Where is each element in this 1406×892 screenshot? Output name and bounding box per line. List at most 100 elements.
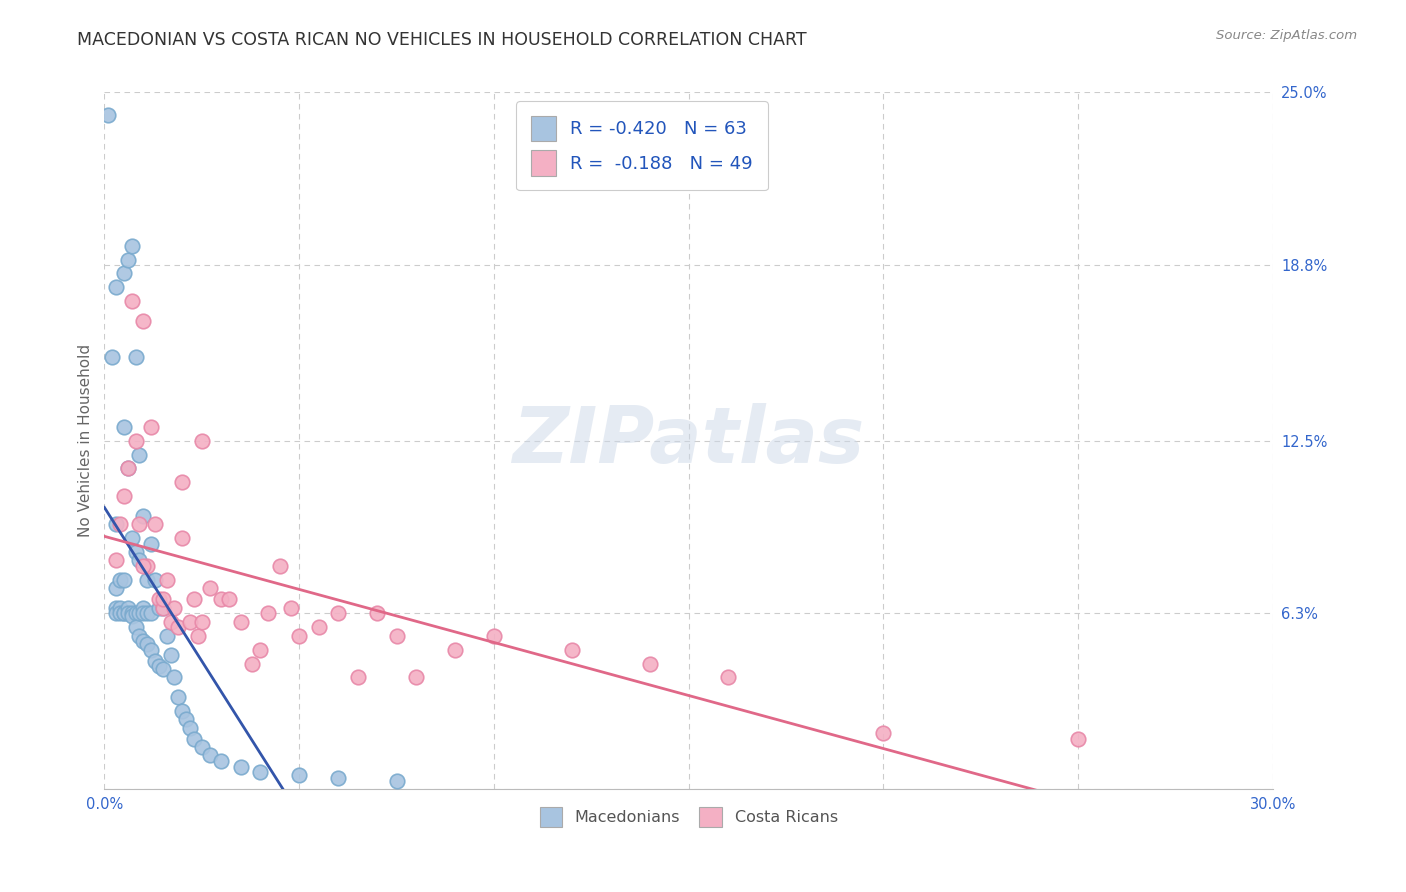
Point xyxy=(308,620,330,634)
Point xyxy=(124,620,146,634)
Point xyxy=(198,582,221,596)
Point xyxy=(108,517,131,532)
Point xyxy=(112,573,135,587)
Point xyxy=(139,537,162,551)
Point xyxy=(132,600,155,615)
Point xyxy=(121,607,143,621)
Point xyxy=(124,434,146,448)
Point xyxy=(105,280,128,294)
Point xyxy=(117,461,139,475)
Point xyxy=(136,607,159,621)
Point xyxy=(148,659,170,673)
Point xyxy=(242,657,264,671)
Point xyxy=(190,615,212,629)
Point xyxy=(163,670,186,684)
Point xyxy=(143,573,166,587)
Point xyxy=(229,615,252,629)
Point xyxy=(124,607,146,621)
Point xyxy=(148,600,170,615)
Point xyxy=(249,765,271,780)
Point xyxy=(132,508,155,523)
Point xyxy=(172,704,194,718)
Point xyxy=(132,314,155,328)
Point xyxy=(385,773,408,788)
Point xyxy=(121,238,143,252)
Point xyxy=(638,657,661,671)
Point xyxy=(136,559,159,574)
Point xyxy=(1067,731,1090,746)
Point xyxy=(280,600,302,615)
Point xyxy=(124,350,146,364)
Point xyxy=(117,607,139,621)
Point xyxy=(128,607,150,621)
Point xyxy=(152,600,174,615)
Point xyxy=(152,662,174,676)
Point xyxy=(117,461,139,475)
Point xyxy=(269,559,291,574)
Point xyxy=(124,545,146,559)
Point xyxy=(209,592,232,607)
Point xyxy=(132,559,155,574)
Point xyxy=(288,629,311,643)
Point xyxy=(152,592,174,607)
Point xyxy=(190,740,212,755)
Point xyxy=(136,573,159,587)
Point xyxy=(561,642,583,657)
Point xyxy=(132,607,155,621)
Legend: Macedonians, Costa Ricans: Macedonians, Costa Ricans xyxy=(533,801,844,833)
Point xyxy=(716,670,738,684)
Point xyxy=(128,448,150,462)
Point xyxy=(249,642,271,657)
Point xyxy=(112,267,135,281)
Point xyxy=(139,642,162,657)
Point xyxy=(117,600,139,615)
Point xyxy=(167,690,190,704)
Point xyxy=(174,712,197,726)
Point xyxy=(139,419,162,434)
Point xyxy=(148,592,170,607)
Point xyxy=(190,434,212,448)
Point xyxy=(105,517,128,532)
Point xyxy=(346,670,368,684)
Point xyxy=(179,721,201,735)
Point xyxy=(187,629,209,643)
Point xyxy=(872,726,894,740)
Point xyxy=(117,252,139,267)
Point xyxy=(159,648,181,662)
Point xyxy=(183,731,205,746)
Point xyxy=(139,607,162,621)
Point xyxy=(112,607,135,621)
Point xyxy=(97,108,120,122)
Point xyxy=(366,607,388,621)
Point xyxy=(121,294,143,309)
Point xyxy=(105,607,128,621)
Point xyxy=(209,754,232,768)
Point xyxy=(167,620,190,634)
Point xyxy=(172,531,194,545)
Point xyxy=(183,592,205,607)
Point xyxy=(128,517,150,532)
Point xyxy=(128,553,150,567)
Point xyxy=(198,748,221,763)
Text: Source: ZipAtlas.com: Source: ZipAtlas.com xyxy=(1216,29,1357,42)
Point xyxy=(132,634,155,648)
Point xyxy=(112,419,135,434)
Y-axis label: No Vehicles in Household: No Vehicles in Household xyxy=(79,344,93,537)
Point xyxy=(101,350,124,364)
Point xyxy=(288,768,311,782)
Point xyxy=(108,600,131,615)
Point xyxy=(257,607,280,621)
Point xyxy=(218,592,240,607)
Point xyxy=(385,629,408,643)
Point xyxy=(121,609,143,624)
Point xyxy=(229,759,252,773)
Point xyxy=(121,531,143,545)
Point xyxy=(112,607,135,621)
Text: MACEDONIAN VS COSTA RICAN NO VEHICLES IN HOUSEHOLD CORRELATION CHART: MACEDONIAN VS COSTA RICAN NO VEHICLES IN… xyxy=(77,31,807,49)
Point xyxy=(108,573,131,587)
Point xyxy=(156,629,179,643)
Point xyxy=(405,670,427,684)
Point xyxy=(152,600,174,615)
Point xyxy=(136,637,159,651)
Point xyxy=(105,600,128,615)
